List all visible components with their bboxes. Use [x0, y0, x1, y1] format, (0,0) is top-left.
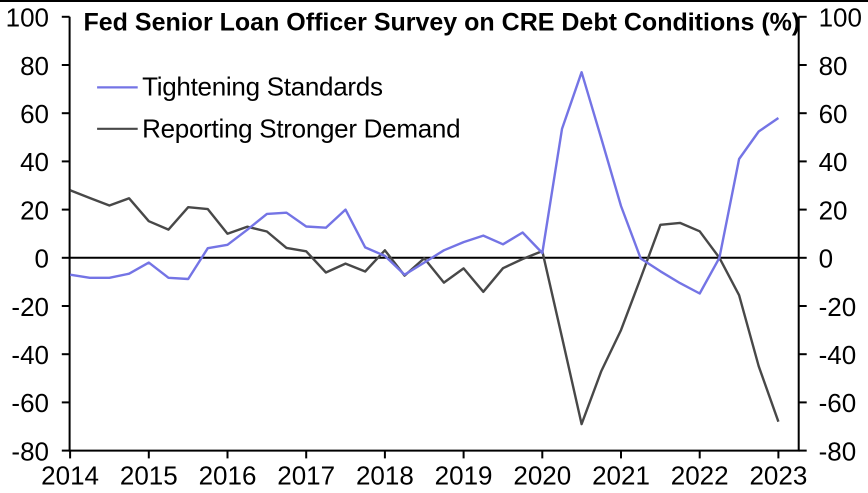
svg-text:20: 20 — [819, 195, 848, 225]
svg-text:2019: 2019 — [435, 461, 493, 491]
svg-text:-20: -20 — [11, 292, 49, 322]
svg-text:2023: 2023 — [749, 461, 807, 491]
svg-text:-40: -40 — [11, 340, 49, 370]
svg-text:2022: 2022 — [671, 461, 729, 491]
svg-text:100: 100 — [6, 3, 49, 33]
svg-text:-80: -80 — [819, 436, 857, 466]
svg-text:2015: 2015 — [120, 461, 178, 491]
svg-text:80: 80 — [819, 51, 848, 81]
svg-text:80: 80 — [20, 51, 49, 81]
svg-text:-40: -40 — [819, 340, 857, 370]
svg-text:2014: 2014 — [41, 461, 99, 491]
svg-text:40: 40 — [20, 147, 49, 177]
svg-text:60: 60 — [819, 99, 848, 129]
svg-text:2017: 2017 — [277, 461, 335, 491]
svg-text:-20: -20 — [819, 292, 857, 322]
svg-text:0: 0 — [35, 244, 49, 274]
svg-text:2016: 2016 — [199, 461, 257, 491]
svg-text:Reporting Stronger Demand: Reporting Stronger Demand — [142, 113, 460, 143]
svg-text:-60: -60 — [11, 388, 49, 418]
svg-text:20: 20 — [20, 195, 49, 225]
svg-text:Fed Senior Loan Officer Survey: Fed Senior Loan Officer Survey on CRE De… — [84, 8, 801, 36]
svg-text:60: 60 — [20, 99, 49, 129]
svg-text:40: 40 — [819, 147, 848, 177]
svg-text:2018: 2018 — [356, 461, 414, 491]
svg-text:100: 100 — [819, 3, 862, 33]
svg-text:0: 0 — [819, 244, 833, 274]
svg-text:-60: -60 — [819, 388, 857, 418]
svg-text:Tightening Standards: Tightening Standards — [142, 71, 383, 101]
svg-text:-80: -80 — [11, 436, 49, 466]
svg-text:2020: 2020 — [513, 461, 571, 491]
svg-text:2021: 2021 — [592, 461, 650, 491]
